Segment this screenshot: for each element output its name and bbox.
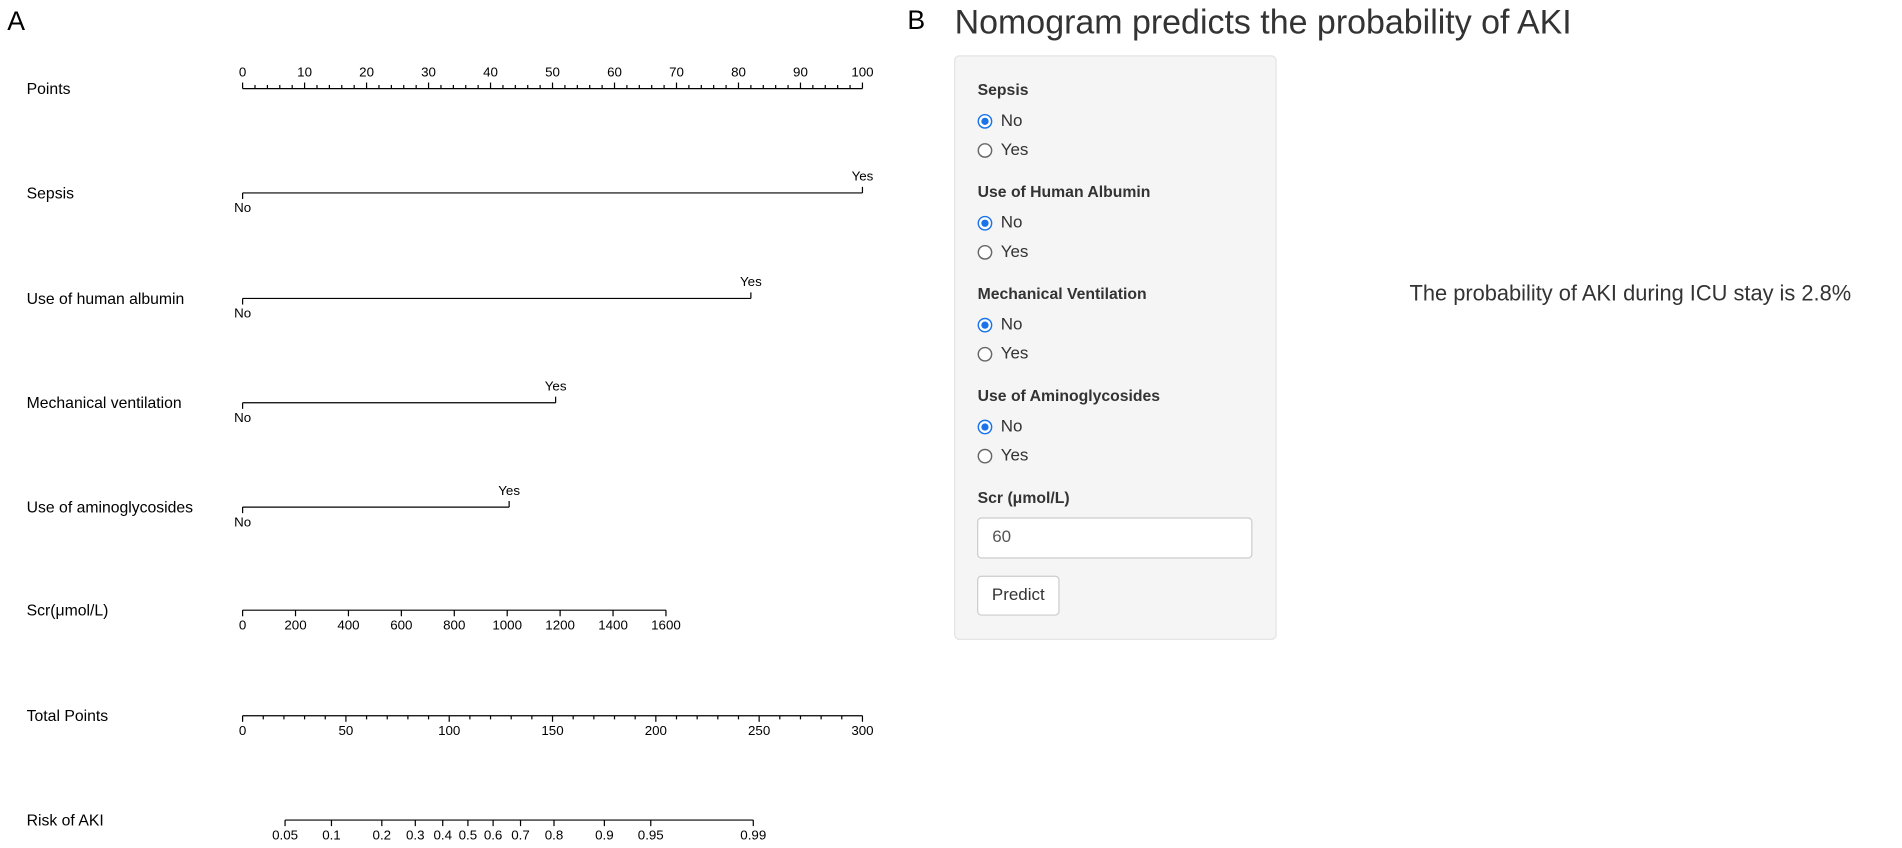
tick-label: 40 (483, 64, 498, 79)
radio-dot (981, 219, 989, 227)
tick-label: 50 (338, 723, 353, 738)
radio-label[interactable]: No (1001, 111, 1023, 130)
radio-button[interactable] (977, 448, 993, 464)
app-title: Nomogram predicts the probability of AKI (955, 3, 1572, 41)
row-label: Use of human albumin (27, 291, 185, 308)
tick-label: 30 (421, 64, 436, 79)
level-label: No (234, 200, 251, 215)
tick-label: 600 (390, 617, 412, 632)
tick-label: 20 (359, 64, 374, 79)
tick-label: 1400 (598, 617, 628, 632)
sidebar-panel (954, 55, 1277, 640)
tick-label: 50 (545, 64, 560, 79)
tick-label: 0 (239, 723, 246, 738)
radio-dot (981, 321, 989, 329)
tick-label: 400 (337, 617, 359, 632)
row-label: Sepsis (27, 185, 74, 202)
tick-label: 150 (541, 723, 563, 738)
level-label: No (234, 410, 251, 425)
input-label: Use of Aminoglycosides (978, 388, 1161, 405)
tick-label: 1600 (651, 617, 681, 632)
level-label: Yes (852, 169, 874, 184)
radio-dot (981, 423, 989, 431)
panel-label: A (7, 6, 25, 36)
row-label: Use of aminoglycosides (27, 499, 193, 516)
tick-label: 0.99 (740, 827, 766, 842)
tick-label: 10 (297, 64, 312, 79)
tick-label: 0.5 (459, 827, 478, 842)
row-label: Mechanical ventilation (27, 395, 182, 412)
radio-label[interactable]: No (1001, 213, 1023, 232)
button-label[interactable]: Predict (992, 585, 1045, 604)
input-label: Mechanical Ventilation (978, 286, 1147, 303)
tick-label: 1000 (492, 617, 522, 632)
tick-label: 0 (239, 64, 246, 79)
radio-label[interactable]: Yes (1001, 446, 1029, 465)
radio-button[interactable] (977, 244, 993, 260)
tick-label: 0.05 (272, 827, 298, 842)
tick-label: 250 (748, 723, 770, 738)
tick-label: 800 (443, 617, 465, 632)
tick-label: 70 (669, 64, 684, 79)
tick-label: 80 (731, 64, 746, 79)
tick-label: 200 (645, 723, 667, 738)
tick-label: 0.9 (595, 827, 614, 842)
tick-label: 0.4 (433, 827, 452, 842)
row-label: Scr(μmol/L) (27, 603, 109, 620)
level-label: Yes (498, 483, 520, 498)
level-label: No (234, 514, 251, 529)
tick-label: 0.8 (545, 827, 564, 842)
tick-label: 0 (239, 617, 246, 632)
numeric-input[interactable] (977, 517, 1253, 559)
panel-label: B (907, 5, 925, 35)
input-label: Scr (μmol/L) (978, 490, 1070, 507)
tick-label: 0.7 (511, 827, 530, 842)
tick-label: 0.95 (638, 827, 664, 842)
tick-label: 60 (607, 64, 622, 79)
input-label: Use of Human Albumin (978, 184, 1151, 201)
tick-label: 90 (793, 64, 808, 79)
level-label: No (234, 306, 251, 321)
radio-label[interactable]: No (1001, 417, 1023, 436)
row-label: Points (27, 81, 71, 98)
radio-label[interactable]: Yes (1001, 242, 1029, 261)
radio-label[interactable]: Yes (1001, 344, 1029, 363)
predict-button[interactable] (977, 575, 1060, 616)
prediction-output: The probability of AKI during ICU stay i… (1410, 281, 1852, 306)
radio-dot (981, 117, 989, 125)
radio-label[interactable]: Yes (1001, 140, 1029, 159)
tick-label: 0.3 (406, 827, 425, 842)
tick-label: 0.6 (484, 827, 503, 842)
tick-label: 100 (438, 723, 460, 738)
level-label: Yes (740, 274, 762, 289)
tick-label: 200 (284, 617, 306, 632)
radio-label[interactable]: No (1001, 315, 1023, 334)
row-label: Risk of AKI (27, 812, 104, 829)
tick-label: 100 (851, 64, 873, 79)
tick-label: 0.2 (373, 827, 392, 842)
tick-label: 0.1 (322, 827, 341, 842)
tick-label: 300 (851, 723, 873, 738)
radio-button[interactable] (977, 346, 993, 362)
radio-button[interactable] (977, 143, 993, 158)
input-value[interactable]: 60 (992, 527, 1011, 546)
row-label: Total Points (27, 708, 109, 725)
tick-label: 1200 (545, 617, 575, 632)
level-label: Yes (545, 379, 567, 394)
input-label: Sepsis (978, 82, 1029, 99)
